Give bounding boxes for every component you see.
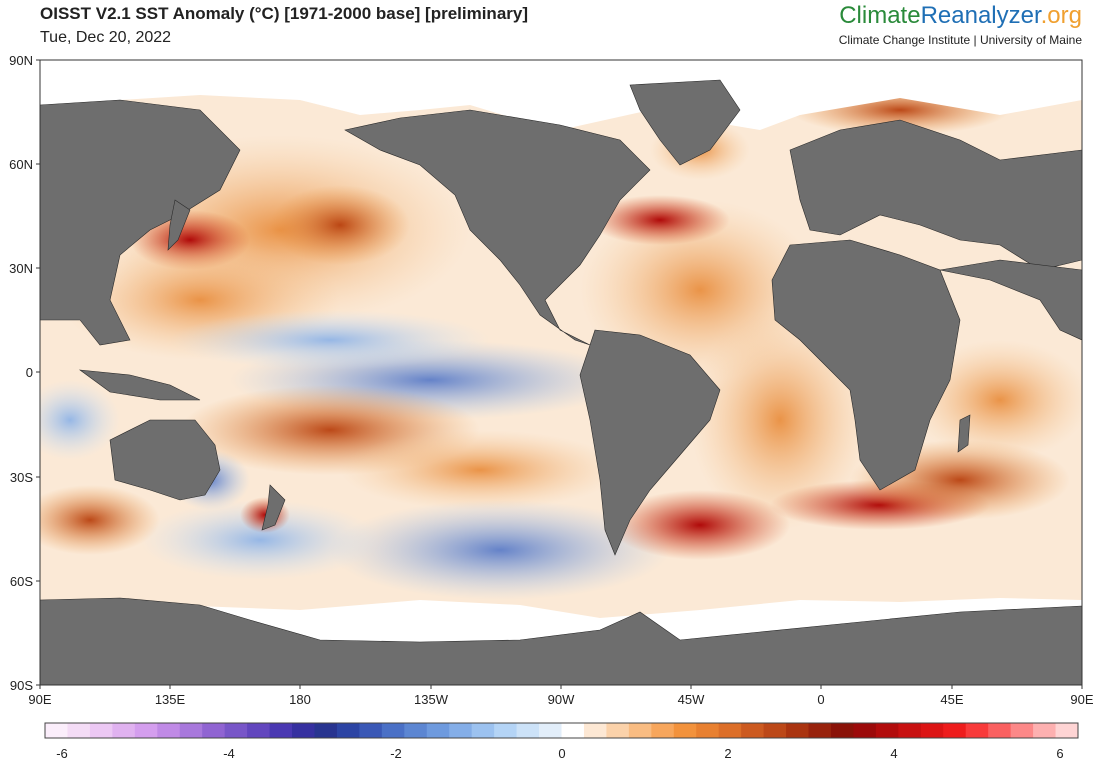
colorbar-swatch <box>561 723 585 738</box>
land-madagascar <box>957 414 971 453</box>
colorbar-swatch <box>89 723 113 738</box>
colorbar-swatch <box>1055 723 1079 738</box>
land-japan <box>167 199 191 251</box>
colorbar-swatch <box>606 723 630 738</box>
colorbar-swatch <box>449 723 473 738</box>
y-axis: 90N 60N 30N 0 30S 60S 90S <box>9 53 40 693</box>
x-tick-label: 135W <box>414 692 449 707</box>
colorbar-label: 0 <box>558 746 565 761</box>
colorbar-swatch <box>67 723 91 738</box>
y-tick-label: 90S <box>10 678 33 693</box>
colorbar-swatch <box>1033 723 1057 738</box>
colorbar-swatch <box>112 723 136 738</box>
colorbar-swatch <box>516 723 540 738</box>
land-antarctica <box>40 597 1082 685</box>
colorbar-swatch <box>539 723 562 738</box>
colorbar-swatch <box>247 723 271 738</box>
colorbar-swatch <box>1010 723 1034 738</box>
colorbar-swatch <box>741 723 765 738</box>
brand-subtitle: Climate Change Institute | University of… <box>838 33 1082 47</box>
colorbar-swatch <box>718 723 742 738</box>
colorbar-swatch <box>583 723 607 738</box>
colorbar-swatch <box>808 723 832 738</box>
colorbar-label: -4 <box>223 746 235 761</box>
x-tick-label: 0 <box>817 692 824 707</box>
x-tick-label: 180 <box>289 692 311 707</box>
y-tick-label: 30N <box>9 261 33 276</box>
land-indonesia <box>78 369 201 401</box>
colorbar-swatch <box>628 723 652 738</box>
brand-part-climate: Climate <box>839 2 921 29</box>
colorbar-swatch <box>336 723 360 738</box>
x-tick-label: 90W <box>548 692 575 707</box>
y-tick-label: 90N <box>9 53 33 68</box>
land-asia <box>40 99 241 346</box>
colorbar-label: -6 <box>56 746 68 761</box>
x-axis: 90E 135E 180 135W 90W 45W 0 45E 90E <box>28 685 1094 707</box>
colorbar-label: 6 <box>1056 746 1063 761</box>
land-new-zealand <box>261 484 286 531</box>
colorbar-swatch <box>179 723 203 738</box>
land-europe <box>789 119 1082 271</box>
brand-part-org: .org <box>1040 2 1082 29</box>
land <box>40 79 1082 685</box>
colorbar-swatch <box>920 723 944 738</box>
colorbar-label: -2 <box>390 746 402 761</box>
colorbar-swatch <box>134 723 158 738</box>
colorbar-labels: -6 -4 -2 0 2 4 6 <box>56 746 1063 761</box>
colorbar-swatch <box>763 723 787 738</box>
colorbar-swatch <box>830 723 854 738</box>
colorbar-label: 4 <box>890 746 897 761</box>
colorbar-swatch <box>359 723 383 738</box>
colorbar-swatch <box>292 723 315 738</box>
colorbar-swatch <box>426 723 450 738</box>
y-tick-label: 60S <box>10 574 33 589</box>
land-north-america <box>344 109 651 346</box>
x-tick-label: 45E <box>940 692 963 707</box>
arctic-sea-ice <box>40 60 1082 130</box>
colorbar-frame <box>44 722 1079 739</box>
colorbar-swatch <box>786 723 810 738</box>
colorbar-swatch <box>853 723 877 738</box>
x-tick-label: 90E <box>28 692 51 707</box>
colorbar-swatch <box>45 723 68 738</box>
map-date: Tue, Dec 20, 2022 <box>40 29 172 46</box>
brand-part-reanalyzer: Reanalyzer <box>920 2 1041 29</box>
x-tick-label: 135E <box>155 692 186 707</box>
brand-logo[interactable]: ClimateReanalyzer.org <box>839 2 1082 30</box>
colorbar-swatch <box>651 723 675 738</box>
colorbar-swatch <box>157 723 181 738</box>
x-tick-label: 45W <box>678 692 705 707</box>
colorbar-swatch <box>673 723 697 738</box>
colorbar-swatch <box>269 723 293 738</box>
colorbar-swatch <box>314 723 338 738</box>
land-south-america <box>579 329 721 556</box>
land-arabia-india <box>939 259 1082 341</box>
colorbar-swatch <box>224 723 248 738</box>
colorbar-swatch <box>898 723 922 738</box>
colorbar-swatch <box>404 723 428 738</box>
colorbar-swatch <box>494 723 518 738</box>
y-tick-label: 0 <box>26 365 33 380</box>
colorbar-swatch <box>965 723 989 738</box>
colorbar-swatch <box>988 723 1012 738</box>
x-tick-label: 90E <box>1070 692 1093 707</box>
colorbar-swatch <box>202 723 226 738</box>
colorbar <box>45 723 1079 738</box>
colorbar-swatch <box>381 723 405 738</box>
land-australia <box>109 419 221 501</box>
map-title: OISST V2.1 SST Anomaly (°C) [1971-2000 b… <box>40 4 529 23</box>
land-greenland <box>629 79 741 166</box>
y-tick-label: 60N <box>9 157 33 172</box>
colorbar-swatch <box>696 723 720 738</box>
colorbar-swatch <box>875 723 899 738</box>
colorbar-swatch <box>943 723 967 738</box>
y-tick-label: 30S <box>10 470 33 485</box>
land-africa <box>771 239 961 491</box>
colorbar-label: 2 <box>724 746 731 761</box>
colorbar-swatch <box>471 723 495 738</box>
